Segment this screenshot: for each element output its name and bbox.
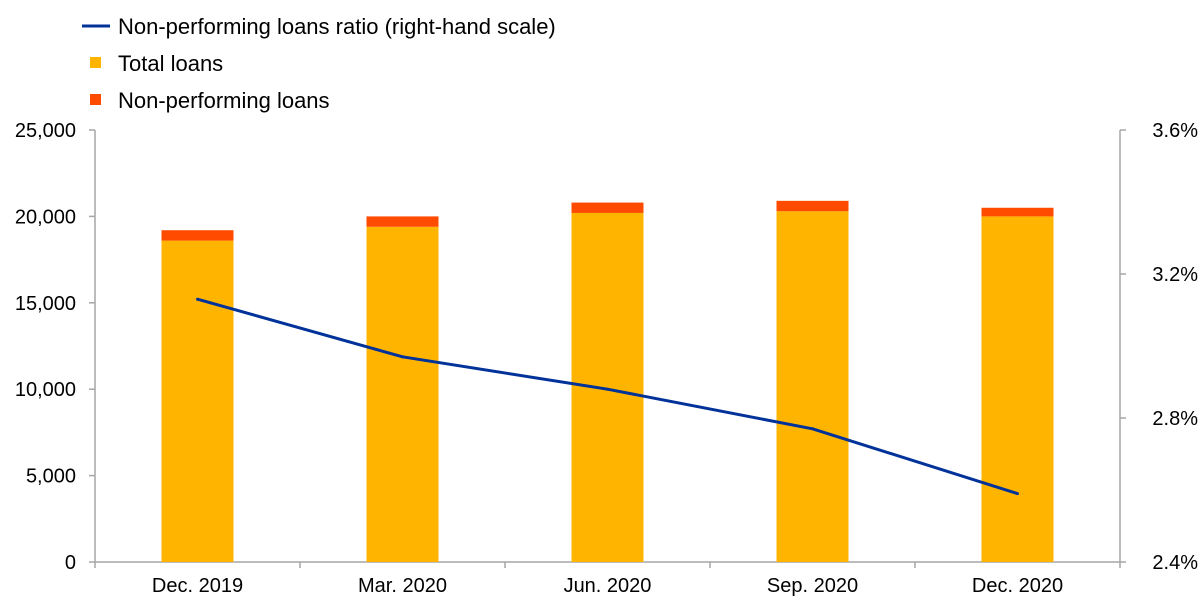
ratio-line-layer	[196, 297, 1019, 496]
bar-total-loans	[366, 226, 439, 562]
left-tick-label: 15,000	[15, 293, 76, 315]
left-tick-label: 25,000	[15, 120, 76, 142]
bar-non-performing-loans	[776, 200, 849, 212]
x-tick-label: Mar. 2020	[358, 575, 447, 597]
bar-non-performing-loans	[161, 230, 234, 241]
ratio-point	[811, 427, 814, 431]
ratio-point	[1016, 492, 1019, 496]
right-tick-label: 3.6%	[1152, 120, 1198, 142]
ratio-point	[606, 387, 609, 391]
right-tick-label: 2.8%	[1152, 408, 1198, 430]
legend-label: Non-performing loans ratio (right-hand s…	[118, 14, 556, 39]
bar-total-loans	[161, 240, 234, 563]
right-tick-label: 3.2%	[1152, 264, 1198, 286]
bar-non-performing-loans	[571, 202, 644, 213]
x-tick-label: Sep. 2020	[767, 575, 858, 597]
legend-label: Total loans	[118, 51, 223, 76]
legend-label: Non-performing loans	[118, 88, 330, 113]
bar-total-loans	[571, 212, 644, 562]
legend: Non-performing loans ratio (right-hand s…	[82, 14, 556, 113]
left-tick-label: 20,000	[15, 206, 76, 228]
x-tick-label: Dec. 2019	[152, 575, 243, 597]
legend-square-swatch	[90, 57, 101, 68]
bar-total-loans	[776, 211, 849, 562]
ratio-point	[401, 355, 404, 359]
axes: 0 5,000 10,000 15,000 20,000 25,000 2.4% 2.8% 3.…	[15, 120, 1198, 597]
bar-non-performing-loans	[981, 207, 1054, 217]
left-tick-label: 5,000	[26, 466, 76, 488]
left-tick-label: 0	[65, 552, 76, 574]
legend-square-swatch	[90, 94, 101, 105]
x-tick-label: Dec. 2020	[972, 575, 1063, 597]
left-tick-label: 10,000	[15, 379, 76, 401]
x-tick-label: Jun. 2020	[564, 575, 652, 597]
bar-total-loans	[981, 216, 1054, 562]
ratio-point	[196, 297, 199, 301]
bar-non-performing-loans	[366, 216, 439, 227]
right-tick-label: 2.4%	[1152, 552, 1198, 574]
bars	[161, 200, 1054, 563]
